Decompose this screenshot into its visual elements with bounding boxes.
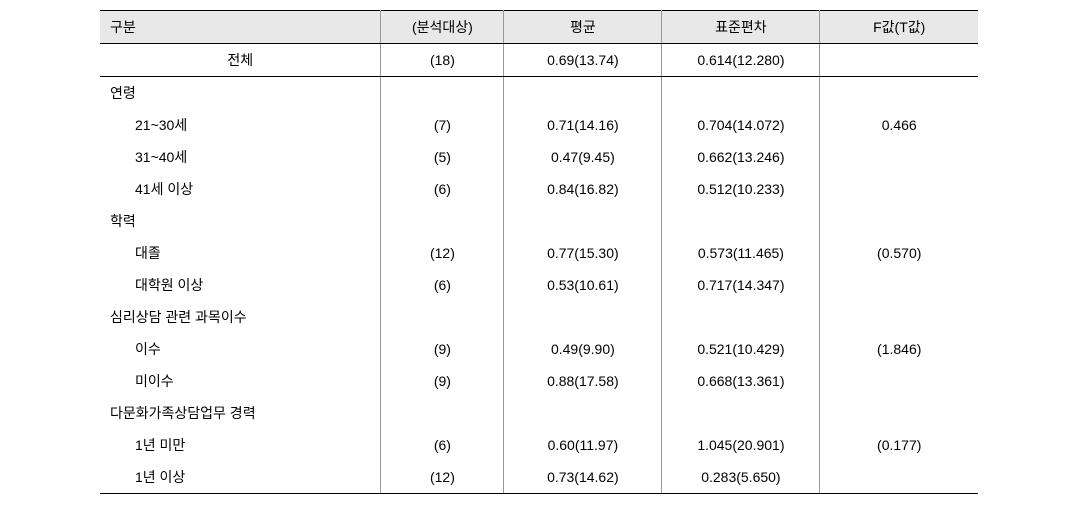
group-header-row: 연령 [100,77,978,110]
header-n: (분석대상) [381,11,504,44]
total-mean: 0.69(13.74) [504,44,662,77]
table-row: 1년 미만(6)0.60(11.97)1.045(20.901)(0.177) [100,429,978,461]
item-label: 미이수 [100,365,381,397]
item-sd: 0.521(10.429) [662,333,820,365]
item-label: 31~40세 [100,141,381,173]
item-f: (0.570) [820,237,978,269]
item-n: (12) [381,237,504,269]
item-label: 41세 이상 [100,173,381,205]
item-sd: 0.668(13.361) [662,365,820,397]
empty-cell [662,397,820,429]
table-row: 대졸(12)0.77(15.30)0.573(11.465)(0.570) [100,237,978,269]
item-sd: 0.512(10.233) [662,173,820,205]
table-row: 21~30세(7)0.71(14.16)0.704(14.072)0.466 [100,109,978,141]
empty-cell [504,301,662,333]
item-mean: 0.71(14.16) [504,109,662,141]
table-row: 대학원 이상(6)0.53(10.61)0.717(14.347) [100,269,978,301]
total-label: 전체 [100,44,381,77]
group-label: 다문화가족상담업무 경력 [100,397,381,429]
item-mean: 0.53(10.61) [504,269,662,301]
item-f [820,173,978,205]
item-f [820,269,978,301]
empty-cell [504,397,662,429]
empty-cell [504,205,662,237]
table-row: 미이수(9)0.88(17.58)0.668(13.361) [100,365,978,397]
item-f: 0.466 [820,109,978,141]
header-sd: 표준편차 [662,11,820,44]
item-n: (6) [381,429,504,461]
item-n: (6) [381,269,504,301]
table-header-row: 구분 (분석대상) 평균 표준편차 F값(T값) [100,11,978,44]
item-label: 대학원 이상 [100,269,381,301]
empty-cell [381,205,504,237]
item-mean: 0.84(16.82) [504,173,662,205]
group-label: 연령 [100,77,381,110]
empty-cell [662,77,820,110]
empty-cell [820,205,978,237]
item-n: (5) [381,141,504,173]
item-f [820,141,978,173]
item-sd: 0.283(5.650) [662,461,820,494]
item-mean: 0.77(15.30) [504,237,662,269]
item-label: 1년 미만 [100,429,381,461]
item-f [820,461,978,494]
item-sd: 0.704(14.072) [662,109,820,141]
statistics-table: 구분 (분석대상) 평균 표준편차 F값(T값) 전체 (18) 0.69(13… [100,10,978,494]
empty-cell [381,301,504,333]
empty-cell [820,77,978,110]
table-row: 이수(9)0.49(9.90)0.521(10.429)(1.846) [100,333,978,365]
item-n: (9) [381,365,504,397]
item-mean: 0.60(11.97) [504,429,662,461]
group-label: 심리상담 관련 과목이수 [100,301,381,333]
empty-cell [662,205,820,237]
header-category: 구분 [100,11,381,44]
header-mean: 평균 [504,11,662,44]
item-mean: 0.88(17.58) [504,365,662,397]
item-f: (0.177) [820,429,978,461]
empty-cell [820,397,978,429]
empty-cell [504,77,662,110]
item-n: (6) [381,173,504,205]
item-f: (1.846) [820,333,978,365]
group-header-row: 학력 [100,205,978,237]
item-n: (7) [381,109,504,141]
empty-cell [662,301,820,333]
table-row: 31~40세(5)0.47(9.45)0.662(13.246) [100,141,978,173]
table-row: 1년 이상(12)0.73(14.62)0.283(5.650) [100,461,978,494]
header-f: F값(T값) [820,11,978,44]
total-sd: 0.614(12.280) [662,44,820,77]
item-sd: 1.045(20.901) [662,429,820,461]
table-row: 41세 이상(6)0.84(16.82)0.512(10.233) [100,173,978,205]
item-n: (9) [381,333,504,365]
empty-cell [381,397,504,429]
total-n: (18) [381,44,504,77]
item-mean: 0.73(14.62) [504,461,662,494]
item-label: 이수 [100,333,381,365]
item-sd: 0.662(13.246) [662,141,820,173]
item-mean: 0.47(9.45) [504,141,662,173]
group-header-row: 심리상담 관련 과목이수 [100,301,978,333]
item-sd: 0.573(11.465) [662,237,820,269]
table-body: 전체 (18) 0.69(13.74) 0.614(12.280) 연령21~3… [100,44,978,494]
item-label: 21~30세 [100,109,381,141]
item-mean: 0.49(9.90) [504,333,662,365]
empty-cell [820,301,978,333]
item-label: 1년 이상 [100,461,381,494]
item-sd: 0.717(14.347) [662,269,820,301]
group-label: 학력 [100,205,381,237]
group-header-row: 다문화가족상담업무 경력 [100,397,978,429]
total-f [820,44,978,77]
empty-cell [381,77,504,110]
item-f [820,365,978,397]
item-label: 대졸 [100,237,381,269]
item-n: (12) [381,461,504,494]
total-row: 전체 (18) 0.69(13.74) 0.614(12.280) [100,44,978,77]
